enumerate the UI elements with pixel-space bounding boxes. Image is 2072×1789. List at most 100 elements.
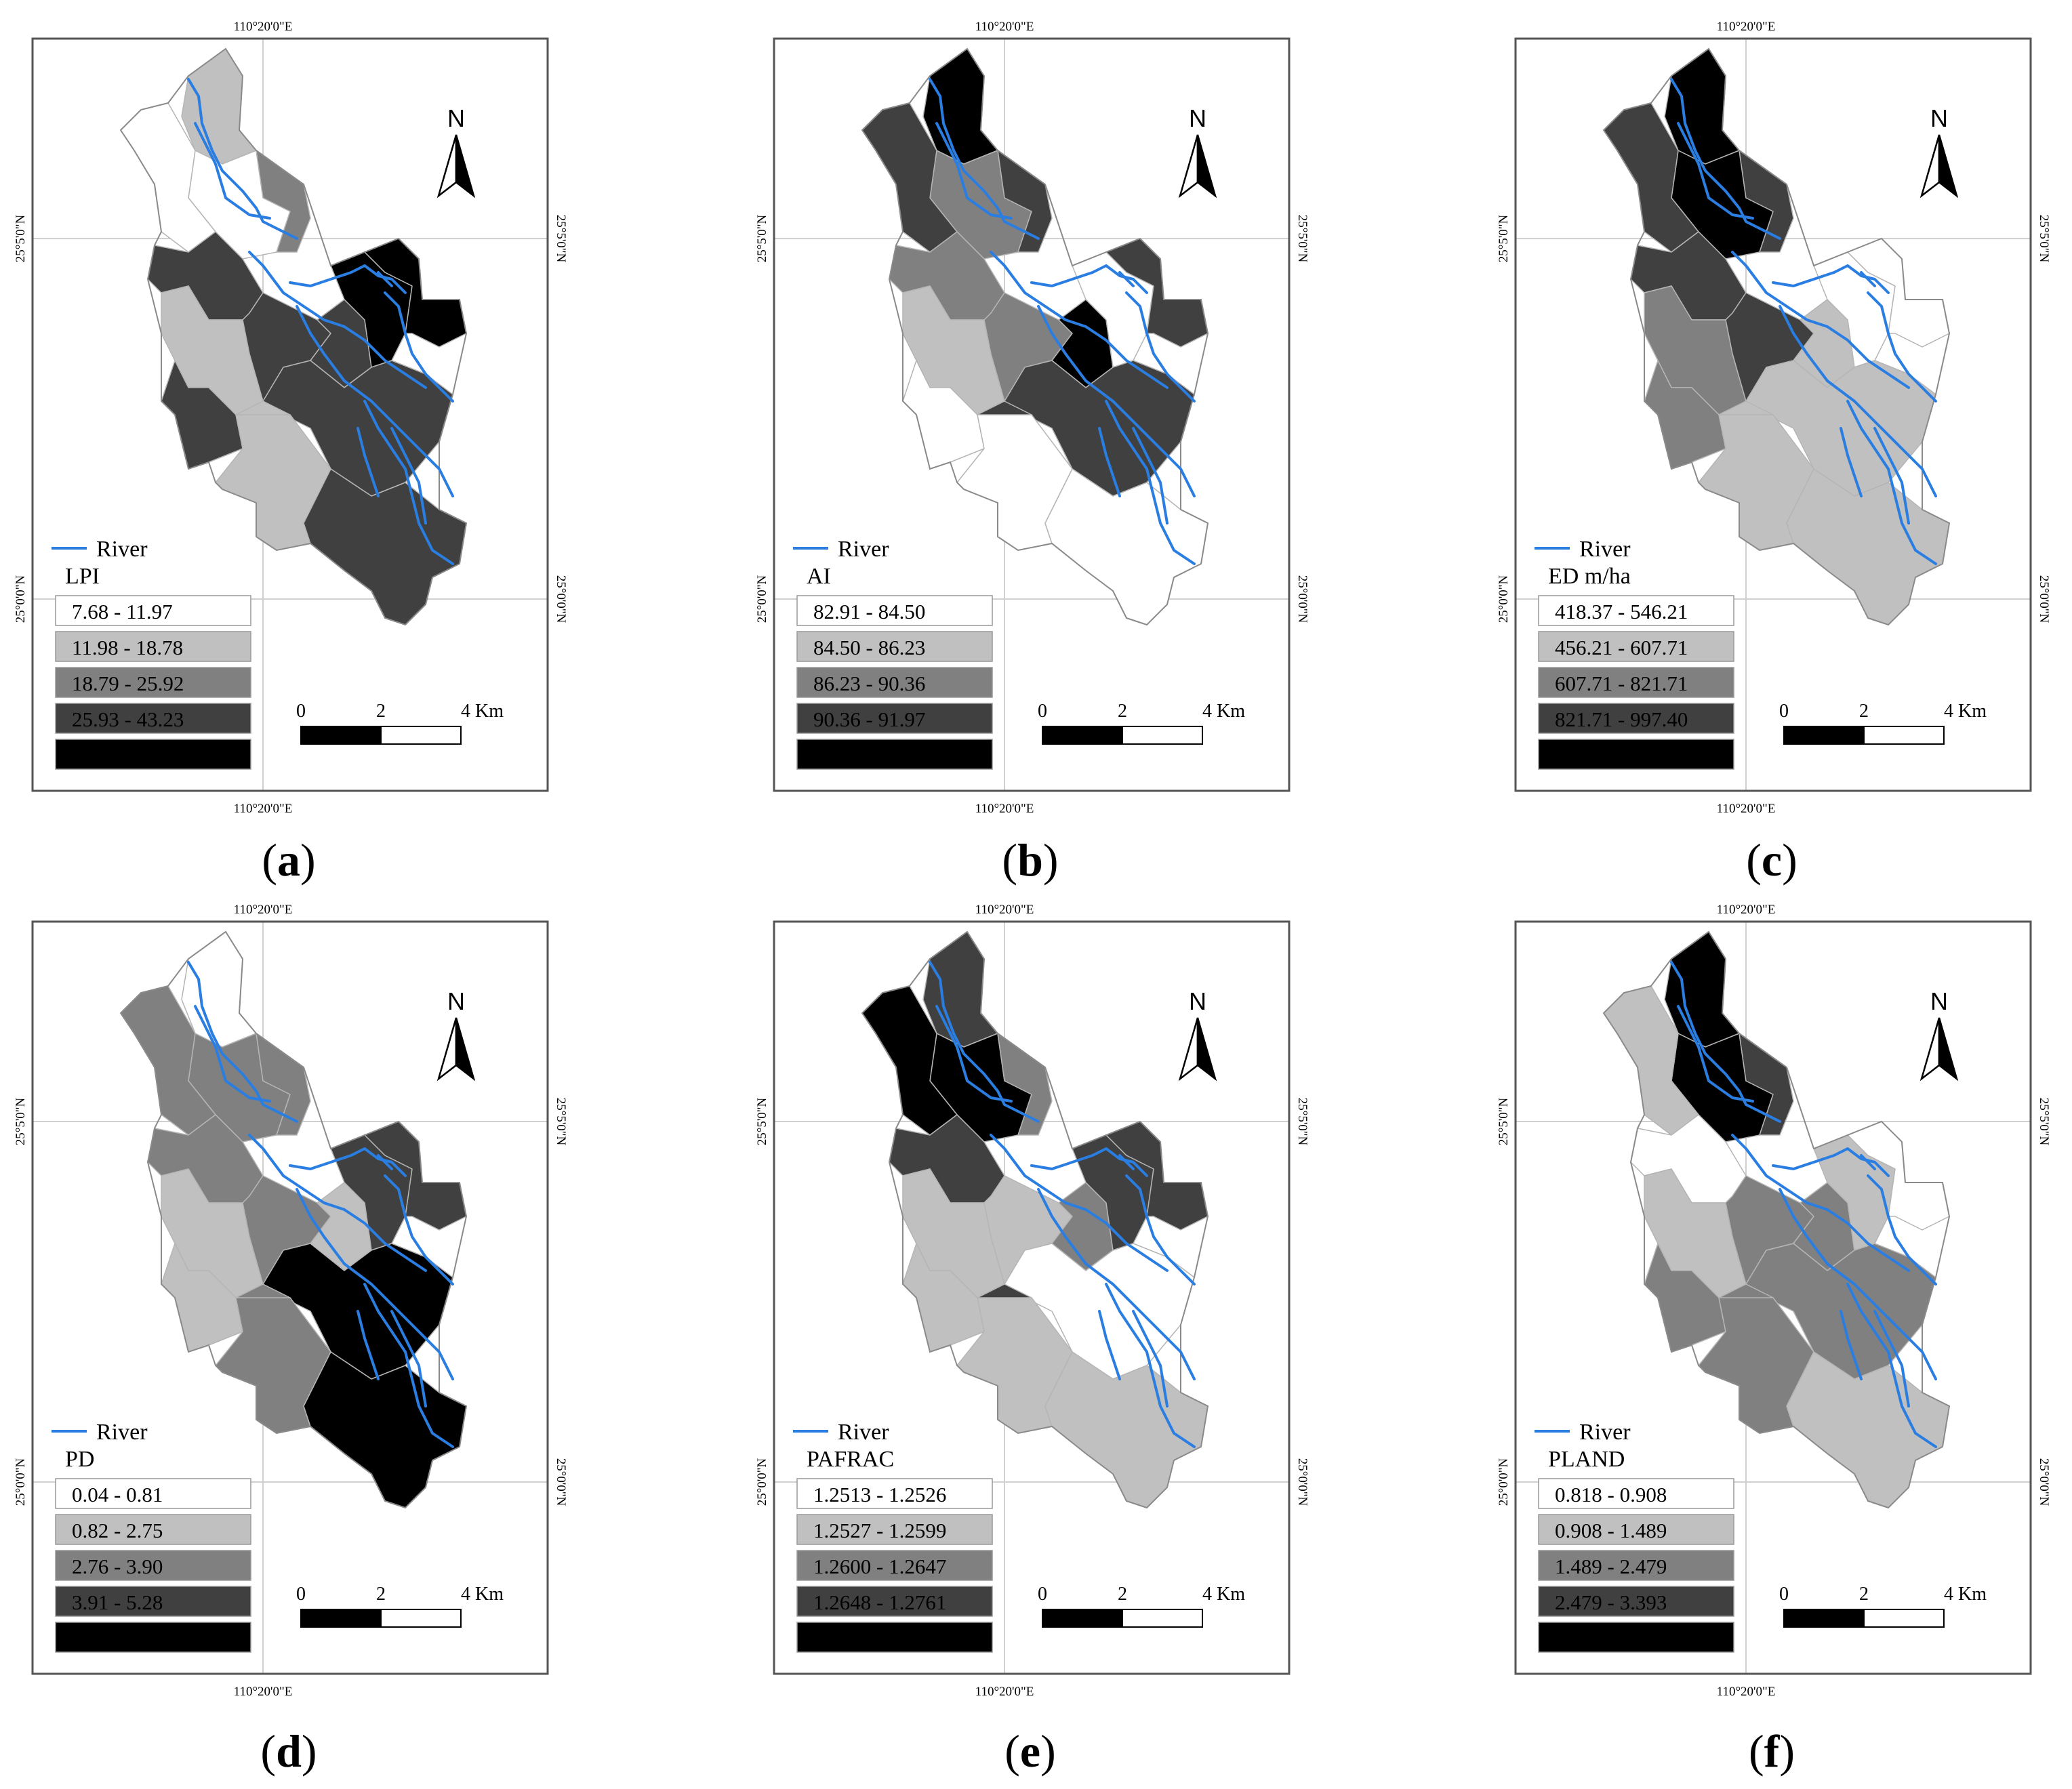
map-panel-a: 110°20'0"E 110°20'0"E 25°5'0"N 25°5'0"N 25°0… <box>14 20 568 816</box>
latitude-label-left: 25°0'0"N <box>755 575 769 623</box>
legend-swatch-4 <box>796 703 993 734</box>
legend-class-label: 821.71 - 997.40 <box>1555 707 1688 731</box>
river-line <box>363 400 454 565</box>
scale-tick-label: 4 Km <box>1944 1584 1987 1605</box>
watershed-boundary <box>1602 47 1951 626</box>
subcatchment-14 <box>1718 400 1774 415</box>
longitude-label-top: 110°20'0"E <box>1717 903 1776 917</box>
svg-text:N: N <box>1930 104 1948 132</box>
river-line <box>377 1154 393 1170</box>
legend-class-label: 0.82 - 2.75 <box>72 1519 163 1542</box>
legend-class-label: 1.2762 - 1.2875 <box>813 1626 946 1650</box>
river-line <box>1132 1310 1169 1407</box>
latitude-label-left: 25°0'0"N <box>1497 1458 1511 1506</box>
river-line <box>1779 305 1937 497</box>
legend-swatch-1 <box>1538 595 1734 626</box>
legend-swatch-4 <box>796 1586 993 1617</box>
subcatchment-15 <box>1786 468 1950 625</box>
legend-swatch-3 <box>796 667 993 698</box>
latitude-label-right: 25°5'0"N <box>554 215 568 263</box>
legend-river-label: River <box>96 537 148 562</box>
river-line <box>935 1005 1013 1103</box>
scale-tick-label: 2 <box>1118 1584 1127 1605</box>
svg-text:N: N <box>1189 104 1206 132</box>
choropleth <box>861 930 1209 1509</box>
longitude-label-bottom: 110°20'0"E <box>234 802 293 816</box>
svg-text:N: N <box>1930 987 1948 1015</box>
legend-class-label: 84.50 - 86.23 <box>813 636 925 659</box>
watershed-boundary <box>861 930 1209 1509</box>
scale-tick-label: 2 <box>376 701 386 722</box>
subcatchment-14 <box>235 1283 291 1298</box>
watershed-boundary <box>119 47 468 626</box>
scale-bar: 0 2 4 Km <box>1038 1584 1245 1628</box>
latitude-label-right: 25°0'0"N <box>2037 575 2051 623</box>
legend-swatch-5 <box>796 739 993 770</box>
longitude-label-top: 110°20'0"E <box>975 20 1034 34</box>
longitude-label-bottom: 110°20'0"E <box>975 802 1034 816</box>
legend-river-label: River <box>1579 1420 1631 1445</box>
north-arrow-icon: N <box>1178 104 1217 199</box>
river-line <box>1772 1147 1890 1177</box>
scale-tick-label: 2 <box>376 1584 386 1605</box>
river-line <box>935 122 1013 220</box>
latitude-label-right: 25°0'0"N <box>1295 575 1309 623</box>
river-line <box>187 961 298 1123</box>
subcatchment-5 <box>1739 1033 1794 1136</box>
legend-class-label: 607.71 - 821.71 <box>1555 672 1688 695</box>
legend-river-label: River <box>838 537 889 562</box>
scale-tick-label: 4 Km <box>461 701 504 722</box>
latitude-label-left: 25°5'0"N <box>755 1097 769 1145</box>
latitude-label-right: 25°5'0"N <box>2037 1098 2051 1146</box>
legend-swatch-4 <box>55 703 251 734</box>
river-line <box>1860 1154 1876 1170</box>
longitude-label-top: 110°20'0"E <box>234 903 293 917</box>
legend-swatch-5 <box>1538 739 1734 770</box>
watershed-boundary <box>119 930 468 1509</box>
legend-swatch-1 <box>796 1478 993 1509</box>
legend-class-label: 1.2600 - 1.2647 <box>813 1555 946 1578</box>
river-line <box>1037 1188 1196 1380</box>
legend-class-label: 7.68 - 11.97 <box>72 600 173 623</box>
legend-class-label: 1.489 - 2.479 <box>1555 1555 1667 1578</box>
river-line <box>1731 251 1910 389</box>
river-line <box>390 1310 427 1407</box>
river-line <box>1779 1188 1937 1380</box>
latitude-label-right: 25°0'0"N <box>2037 1458 2051 1506</box>
legend-swatch-2 <box>55 1514 251 1545</box>
legend-class-label: 82.91 - 84.50 <box>813 600 925 623</box>
legend-swatch-5 <box>55 739 251 770</box>
legend-river-label: River <box>838 1420 889 1445</box>
scale-tick-label: 2 <box>1859 701 1869 722</box>
svg-text:N: N <box>447 104 465 132</box>
caption-a: (a) <box>262 834 316 886</box>
river-line <box>187 78 298 240</box>
river-line <box>357 1310 380 1380</box>
legend-class-label: 0.908 - 1.489 <box>1555 1519 1667 1542</box>
choropleth <box>1602 47 1951 626</box>
map-panel-b: 110°20'0"E 110°20'0"E 25°5'0"N 25°5'0"N 25°0… <box>755 20 1309 816</box>
subcatchment-14 <box>977 400 1032 415</box>
river-line <box>990 1134 1169 1272</box>
longitude-label-bottom: 110°20'0"E <box>1717 802 1776 816</box>
legend-swatch-2 <box>1538 1514 1734 1545</box>
river-line <box>1731 1134 1910 1272</box>
legend-class-label: 3.393 - 9.180 <box>1555 1626 1667 1650</box>
legend-swatch-5 <box>55 1622 251 1653</box>
latitude-label-right: 25°0'0"N <box>1295 1458 1309 1506</box>
legend-swatch-4 <box>1538 1586 1734 1617</box>
river-line <box>929 961 1040 1123</box>
river-line <box>1867 1174 1937 1286</box>
legend-title: PLAND <box>1548 1447 1625 1472</box>
subcatchment-5 <box>997 1033 1053 1136</box>
legend-swatch-3 <box>55 1550 251 1581</box>
river-line <box>1098 427 1121 497</box>
river-line <box>194 122 271 220</box>
legend-class-label: 418.37 - 546.21 <box>1555 600 1688 623</box>
legend-title: PD <box>65 1447 94 1472</box>
scale-tick-label: 4 Km <box>1202 1584 1245 1605</box>
river-line <box>194 1005 271 1103</box>
river-line <box>1677 122 1754 220</box>
subcatchment-5 <box>1739 150 1794 253</box>
